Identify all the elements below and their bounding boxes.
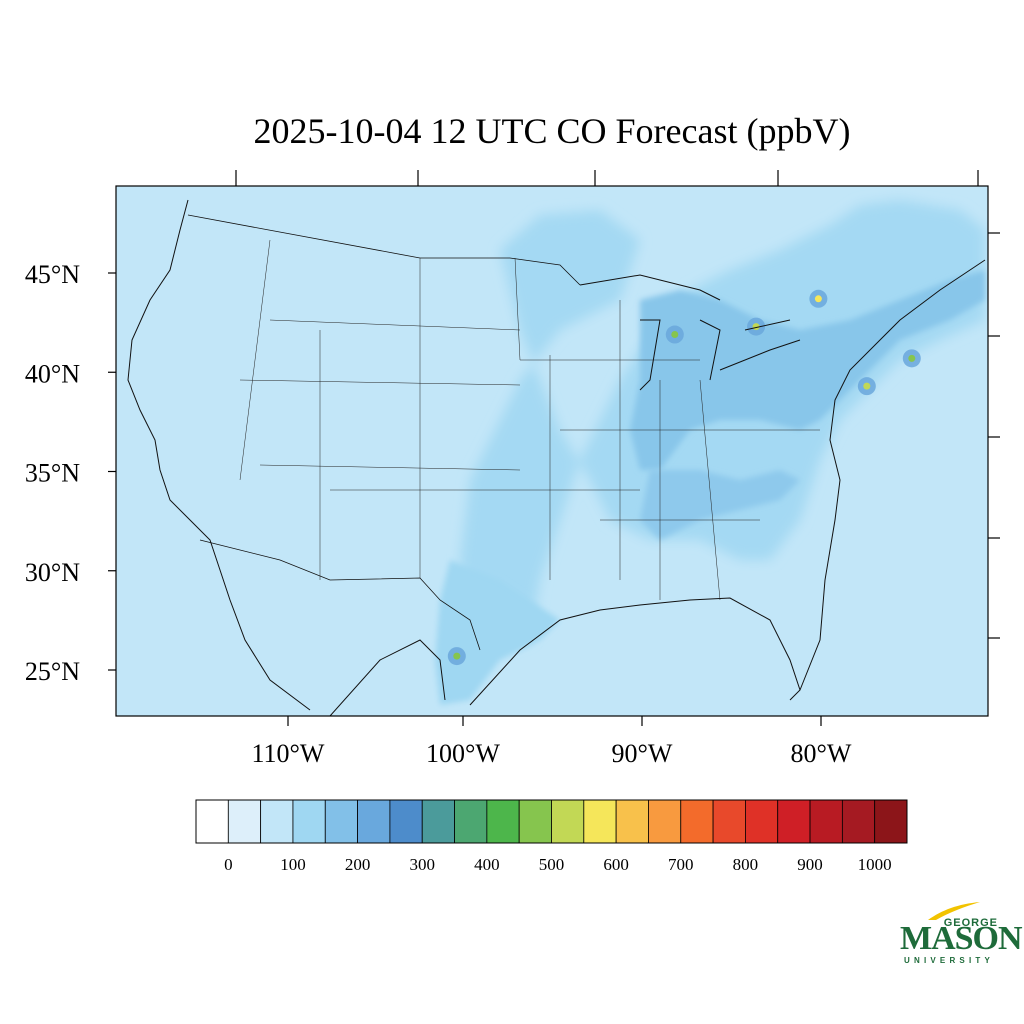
colorbar: 0 100 200 300 400 500 600 700 800 900 1000 — [195, 799, 908, 874]
colorbar-swatch — [745, 799, 779, 844]
colorbar-swatch — [680, 799, 714, 844]
lon-label: 100°W — [426, 739, 500, 768]
co-field-layers — [67, 200, 985, 705]
colorbar-swatch — [712, 799, 746, 844]
lat-label: 45°N — [25, 260, 80, 289]
logo-university: UNIVERSITY — [904, 956, 995, 965]
colorbar-swatch — [324, 799, 358, 844]
hotspot-halo — [67, 212, 85, 230]
colorbar-swatch — [841, 799, 876, 844]
colorbar-swatch — [777, 799, 811, 844]
coastline-east — [799, 259, 986, 691]
colorbar-swatch — [551, 799, 585, 844]
lat-label: 30°N — [25, 558, 80, 587]
colorbar-swatch — [195, 799, 229, 844]
co-band-northeast — [630, 270, 985, 470]
hotspot-core — [671, 331, 679, 339]
colorbar-label: 500 — [539, 855, 565, 874]
logo-george: GEORGE — [943, 917, 998, 929]
co-band-southeast — [640, 470, 800, 540]
colorbar-swatch — [809, 799, 843, 844]
coastline-west — [127, 199, 311, 711]
colorbar-swatch — [421, 799, 455, 844]
map-frame — [115, 185, 989, 717]
lat-label: 35°N — [25, 459, 80, 488]
colorbar-label: 400 — [474, 855, 500, 874]
canada-border — [187, 214, 581, 286]
great-lakes — [579, 274, 801, 391]
colorbar-label: 700 — [668, 855, 694, 874]
lon-label: 80°W — [791, 739, 852, 768]
gmu-logo: GEORGE MASON UNIVERSITY — [898, 900, 1023, 970]
colorbar-swatch — [454, 799, 488, 844]
latitude-labels: 45°N 40°N 35°N 30°N 25°N — [25, 260, 80, 686]
map-title: 2025-10-04 12 UTC CO Forecast (ppbV) — [254, 111, 851, 151]
colorbar-label: 600 — [603, 855, 629, 874]
logo-mason: MASON — [900, 920, 1023, 957]
lat-label: 40°N — [25, 359, 80, 388]
logo-swoosh-icon — [928, 902, 980, 920]
colorbar-label: 100 — [280, 855, 306, 874]
map-panel: 45°N 40°N 35°N 30°N 25°N 110°W 100°W 90°W 80°W — [25, 170, 1000, 768]
colorbar-swatch — [389, 799, 423, 844]
colorbar-swatch — [292, 799, 326, 844]
colorbar-swatch — [486, 799, 520, 844]
colorbar-label: 900 — [797, 855, 823, 874]
colorbar-swatch — [260, 799, 294, 844]
state-lines — [239, 239, 820, 601]
axis-ticks — [108, 170, 1000, 726]
colorbar-swatch — [583, 799, 617, 844]
lon-label: 110°W — [252, 739, 325, 768]
colorbar-swatch — [648, 799, 682, 844]
hotspot-core — [453, 652, 461, 660]
lat-label: 25°N — [25, 657, 80, 686]
hotspot-core — [863, 382, 871, 390]
colorbar-swatch — [615, 799, 649, 844]
hotspot-core — [814, 295, 822, 303]
colorbar-swatch — [357, 799, 391, 844]
hotspot-core — [908, 354, 916, 362]
colorbar-swatch — [227, 799, 262, 844]
lon-label: 90°W — [612, 739, 673, 768]
colorbar-swatch — [874, 799, 908, 844]
colorbar-frame — [195, 799, 908, 844]
colorbar-label: 300 — [409, 855, 435, 874]
co-band-gulf — [435, 560, 560, 705]
longitude-labels: 110°W 100°W 90°W 80°W — [252, 739, 852, 768]
co-plume-plains — [460, 200, 985, 650]
state-borders — [239, 239, 820, 601]
colorbar-label: 200 — [345, 855, 371, 874]
colorbar-label: 800 — [733, 855, 759, 874]
coastline-gulf — [329, 597, 801, 716]
colorbar-swatch — [518, 799, 552, 844]
hotspot-core — [73, 218, 80, 225]
colorbar-label: 1000 — [858, 855, 892, 874]
colorbar-label: 0 — [224, 855, 233, 874]
